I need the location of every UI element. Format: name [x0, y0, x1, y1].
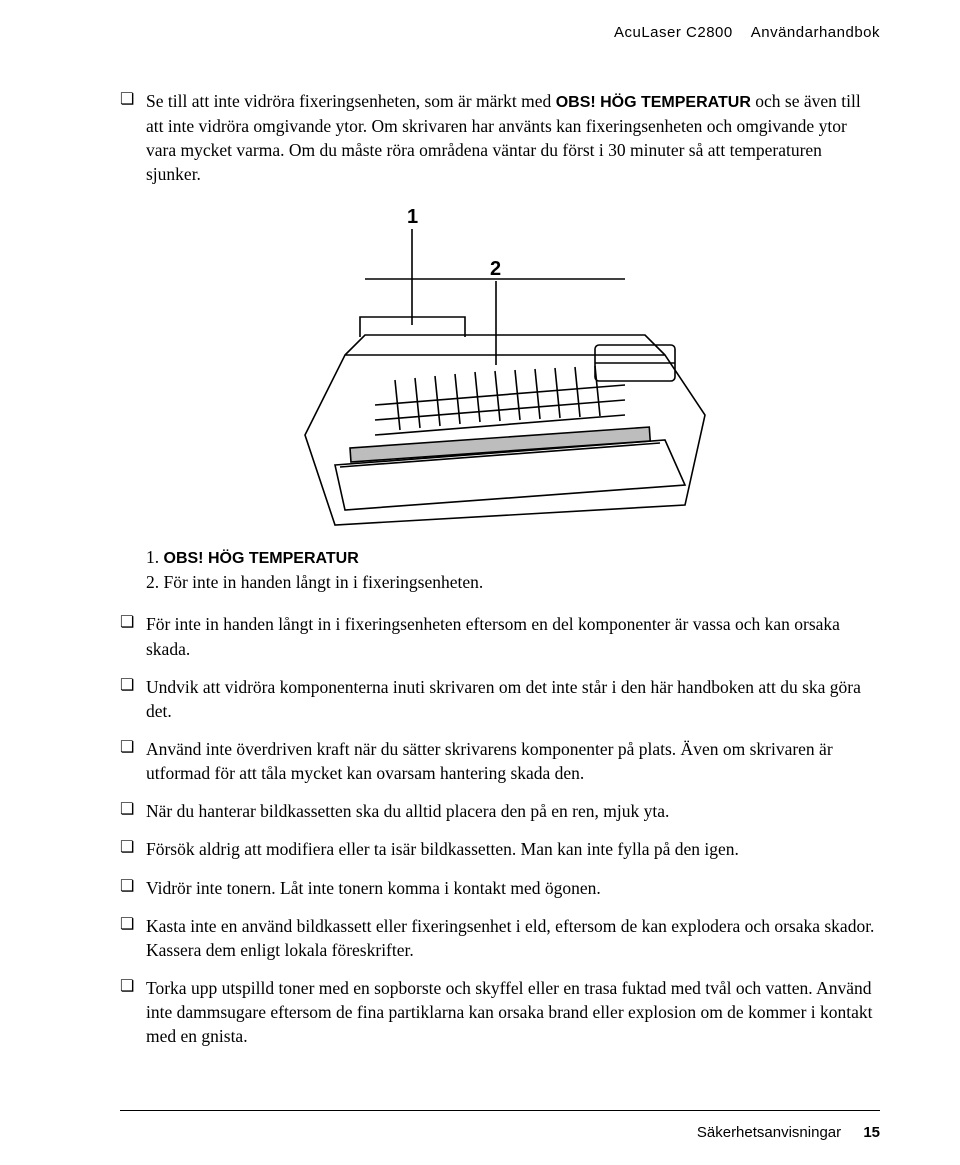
footer-rule [120, 1110, 880, 1111]
bullet-9: ❏ Torka upp utspilld toner med en sopbor… [120, 976, 880, 1048]
figure: 1 2 [120, 205, 880, 535]
bullet-2: ❏ För inte in handen långt in i fixering… [120, 612, 880, 660]
bullet-marker: ❏ [120, 876, 146, 898]
bullet-marker: ❏ [120, 914, 146, 936]
fixer-diagram: 1 2 [265, 205, 735, 535]
bullet-text: Kasta inte en använd bildkassett eller f… [146, 914, 880, 962]
bullet-marker: ❏ [120, 737, 146, 759]
page-number: 15 [863, 1124, 880, 1141]
bullet-marker: ❏ [120, 976, 146, 998]
bullet-marker: ❏ [120, 675, 146, 697]
doc-title: Användarhandbok [751, 24, 880, 41]
bullet-text: Vidrör inte tonern. Låt inte tonern komm… [146, 876, 880, 900]
bullet-text: För inte in handen långt in i fixeringse… [146, 612, 880, 660]
bullet-text: Se till att inte vidröra fixeringsenhete… [146, 89, 880, 187]
bullet-marker: ❏ [120, 799, 146, 821]
bullet-text: Undvik att vidröra komponenterna inuti s… [146, 675, 880, 723]
product-name: AcuLaser C2800 [614, 24, 733, 41]
bullet-1: ❏ Se till att inte vidröra fixeringsenhe… [120, 89, 880, 187]
figure-legend: 1. OBS! HÖG TEMPERATUR 2. För inte in ha… [146, 545, 880, 595]
bullet-marker: ❏ [120, 89, 146, 111]
footer-section: Säkerhetsanvisningar [697, 1124, 841, 1141]
page-footer: Säkerhetsanvisningar 15 [697, 1124, 880, 1141]
bullet-6: ❏ Försök aldrig att modifiera eller ta i… [120, 837, 880, 861]
bullet-text: När du hanterar bildkassetten ska du all… [146, 799, 880, 823]
bullet-text: Försök aldrig att modifiera eller ta isä… [146, 837, 880, 861]
figure-label-2: 2 [490, 258, 501, 280]
bullet-8: ❏ Kasta inte en använd bildkassett eller… [120, 914, 880, 962]
bullet-marker: ❏ [120, 837, 146, 859]
bullet-4: ❏ Använd inte överdriven kraft när du sä… [120, 737, 880, 785]
bullet-text: Använd inte överdriven kraft när du sätt… [146, 737, 880, 785]
bullet-3: ❏ Undvik att vidröra komponenterna inuti… [120, 675, 880, 723]
page-header: AcuLaser C2800 Användarhandbok [120, 24, 880, 41]
bullet-text: Torka upp utspilld toner med en sopborst… [146, 976, 880, 1048]
bullet-5: ❏ När du hanterar bildkassetten ska du a… [120, 799, 880, 823]
figure-label-1: 1 [407, 206, 418, 228]
bullet-marker: ❏ [120, 612, 146, 634]
bullet-7: ❏ Vidrör inte tonern. Låt inte tonern ko… [120, 876, 880, 900]
